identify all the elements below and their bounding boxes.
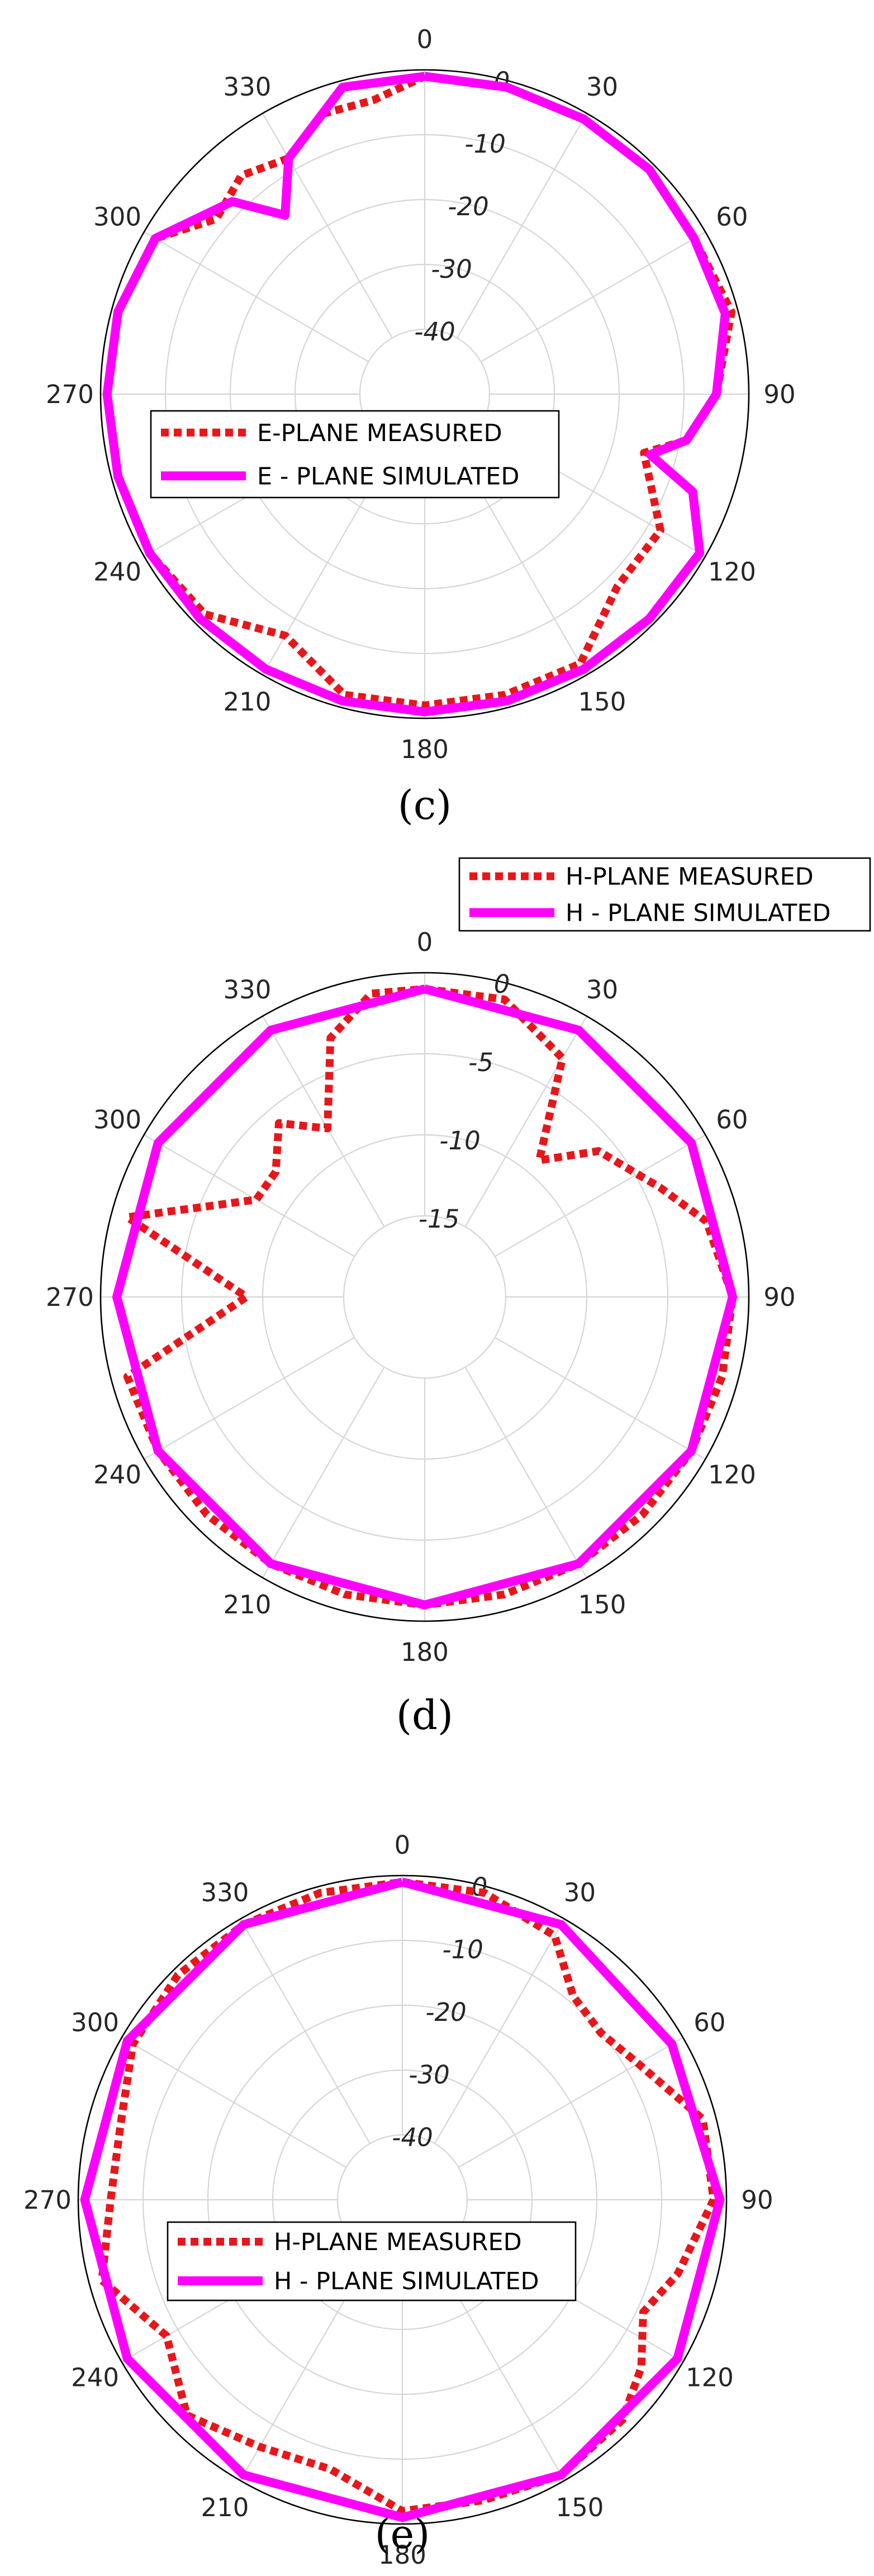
radius-tick-label: -10 bbox=[464, 129, 506, 159]
grid-spoke bbox=[464, 1016, 587, 1227]
radius-tick-label: -10 bbox=[439, 1126, 481, 1156]
theta-tick-label: 0 bbox=[417, 25, 433, 54]
theta-tick-label: 300 bbox=[71, 2008, 119, 2038]
series-simulated-line bbox=[80, 1877, 725, 2522]
legend-box bbox=[150, 410, 560, 499]
legend-entry-label: H - PLANE SIMULATED bbox=[274, 2267, 539, 2295]
grid-spoke bbox=[457, 113, 587, 339]
theta-tick-label: 30 bbox=[586, 72, 618, 102]
grid-circle bbox=[343, 1215, 507, 1379]
radius-tick-label: -30 bbox=[431, 254, 472, 284]
theta-tick-label: 0 bbox=[395, 1830, 411, 1860]
grid-spoke bbox=[434, 1919, 565, 2144]
legend: E-PLANE MEASURED E - PLANE SIMULATED bbox=[150, 410, 560, 499]
theta-tick-label: 270 bbox=[46, 380, 94, 409]
radius-tick-label: -10 bbox=[442, 1935, 483, 1964]
theta-tick-label: 180 bbox=[378, 2540, 426, 2570]
legend: H-PLANE MEASURED H - PLANE SIMULATED bbox=[167, 2221, 577, 2302]
legend-entry-label: H-PLANE MEASURED bbox=[274, 2228, 522, 2256]
theta-tick-label: 240 bbox=[71, 2363, 119, 2393]
theta-tick-label: 180 bbox=[401, 1637, 449, 1667]
theta-tick-label: 330 bbox=[224, 72, 272, 102]
legend: H-PLANE MEASURED H - PLANE SIMULATED bbox=[458, 857, 871, 932]
legend-box bbox=[458, 857, 871, 932]
polar-outer-ring bbox=[99, 69, 750, 719]
theta-tick-label: 90 bbox=[763, 380, 795, 409]
grid-spoke bbox=[495, 1134, 706, 1257]
polar-outer-ring bbox=[77, 1874, 728, 2525]
theta-tick-label: 120 bbox=[708, 557, 756, 587]
theta-tick-label: 330 bbox=[224, 975, 272, 1005]
radius-tick-label: -15 bbox=[419, 1204, 460, 1234]
radius-tick-label: -40 bbox=[414, 317, 455, 347]
legend-entry-label: H - PLANE SIMULATED bbox=[566, 899, 831, 927]
radius-tick-label: -5 bbox=[468, 1048, 493, 1077]
theta-tick-label: 60 bbox=[716, 202, 748, 232]
theta-tick-label: 90 bbox=[741, 2185, 773, 2215]
grid-spoke bbox=[144, 1134, 355, 1257]
theta-tick-label: 120 bbox=[708, 1460, 756, 1490]
theta-tick-label: 150 bbox=[578, 1590, 626, 1620]
grid-spoke bbox=[121, 2037, 347, 2168]
theta-tick-label: 150 bbox=[578, 687, 626, 717]
theta-tick-label: 180 bbox=[401, 735, 449, 764]
legend-entry-label: H-PLANE MEASURED bbox=[566, 863, 814, 891]
grid-spoke bbox=[144, 231, 369, 362]
theta-tick-label: 30 bbox=[586, 975, 618, 1005]
grid-spoke bbox=[495, 1337, 706, 1460]
theta-tick-label: 270 bbox=[23, 2185, 72, 2215]
radius-tick-label: -20 bbox=[448, 192, 489, 221]
radius-tick-label: 0 bbox=[494, 969, 510, 999]
legend-entry-label: E - PLANE SIMULATED bbox=[257, 462, 519, 490]
radius-tick-label: -20 bbox=[425, 1997, 467, 2027]
theta-tick-label: 270 bbox=[46, 1282, 94, 1312]
theta-tick-label: 210 bbox=[224, 1590, 272, 1620]
series-measured-line bbox=[98, 1878, 718, 2515]
polar-outer-ring bbox=[99, 972, 750, 1622]
theta-tick-label: 30 bbox=[564, 1878, 596, 1907]
grid-spoke bbox=[464, 1367, 587, 1578]
theta-tick-label: 210 bbox=[201, 2493, 249, 2522]
grid-spoke bbox=[262, 1016, 385, 1227]
grid-spoke bbox=[458, 2037, 683, 2168]
series-measured-line bbox=[123, 985, 737, 1609]
panel-label: (d) bbox=[396, 1692, 453, 1739]
theta-tick-label: 90 bbox=[763, 1282, 795, 1312]
series-measured-line bbox=[103, 72, 735, 709]
series-simulated-line bbox=[112, 984, 737, 1609]
grid-spoke bbox=[262, 113, 393, 339]
theta-tick-label: 210 bbox=[224, 687, 272, 717]
theta-tick-label: 240 bbox=[93, 557, 141, 587]
grid-spoke bbox=[262, 1367, 385, 1578]
theta-tick-label: 120 bbox=[686, 2363, 734, 2393]
panel-label: (c) bbox=[398, 782, 452, 828]
grid-spoke bbox=[240, 1919, 370, 2144]
theta-tick-label: 150 bbox=[556, 2493, 604, 2522]
theta-tick-label: 300 bbox=[93, 1105, 141, 1135]
theta-tick-label: 300 bbox=[93, 202, 141, 232]
grid-spoke bbox=[144, 1337, 355, 1460]
panel-label: (e) bbox=[375, 2511, 430, 2558]
series-simulated-line bbox=[102, 72, 730, 717]
grid-spoke bbox=[480, 231, 706, 362]
radius-tick-label: -30 bbox=[408, 2060, 450, 2090]
legend-box bbox=[167, 2221, 577, 2302]
theta-tick-label: 0 bbox=[417, 927, 433, 957]
theta-tick-label: 240 bbox=[93, 1460, 141, 1490]
radius-tick-label: -40 bbox=[392, 2123, 433, 2152]
theta-tick-label: 60 bbox=[694, 2008, 725, 2038]
theta-tick-label: 330 bbox=[201, 1878, 249, 1907]
legend-entry-label: E-PLANE MEASURED bbox=[257, 419, 502, 447]
theta-tick-label: 60 bbox=[716, 1105, 748, 1135]
polar-panel-d: 0 30 60 90 120 150 180 210 240 270 300 330 0 -5 -10 -15… bbox=[46, 857, 871, 1739]
